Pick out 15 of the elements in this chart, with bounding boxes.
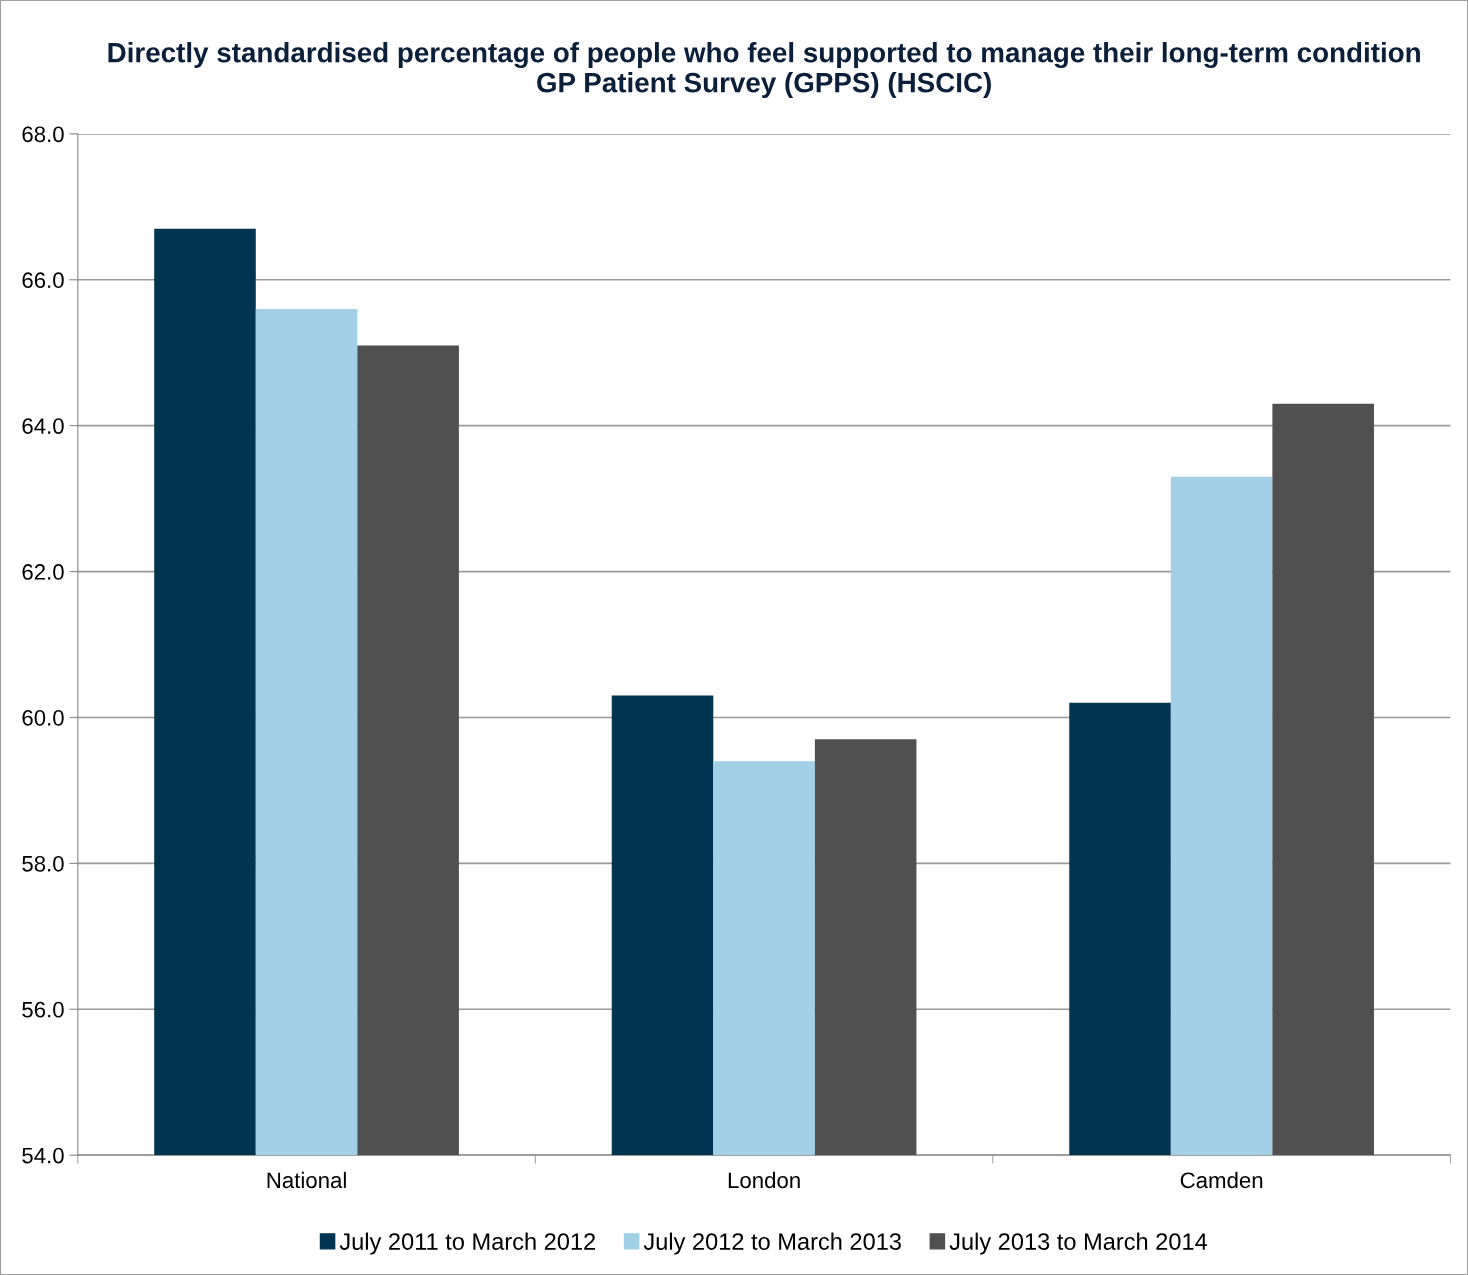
chart-title: Directly standardised percentage of people who feel supported to manage their long-term condition GP Patient Survey (GPPS) (HSCIC) <box>108 42 1420 98</box>
legend-label: July 2012 to March 2013 <box>643 1232 901 1255</box>
y-tick-label: 54.0 <box>22 1147 64 1164</box>
x-tick-label: Camden <box>1180 1171 1263 1189</box>
y-tick-label: 68.0 <box>22 126 64 143</box>
y-tick-label: 62.0 <box>22 564 64 580</box>
y-tick-label: 58.0 <box>22 855 64 872</box>
x-tick-label: National <box>267 1171 346 1189</box>
legend-label: July 2011 to March 2012 <box>339 1232 596 1255</box>
legend-label: July 2013 to March 2014 <box>949 1232 1208 1255</box>
y-tick-label: 56.0 <box>22 1001 64 1018</box>
y-tick-label: 64.0 <box>22 418 64 434</box>
x-tick-label: London <box>728 1171 800 1189</box>
y-tick-label: 60.0 <box>22 710 64 726</box>
y-tick-label: 66.0 <box>22 272 64 289</box>
